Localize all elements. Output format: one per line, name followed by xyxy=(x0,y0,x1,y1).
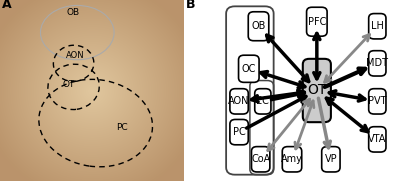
FancyBboxPatch shape xyxy=(230,89,248,114)
Text: MDT: MDT xyxy=(366,58,388,68)
FancyBboxPatch shape xyxy=(369,89,386,114)
Text: Amy: Amy xyxy=(281,154,303,164)
Text: PFC: PFC xyxy=(308,17,326,27)
FancyBboxPatch shape xyxy=(369,14,386,39)
Text: OC: OC xyxy=(242,64,256,74)
Text: B: B xyxy=(186,0,196,11)
Text: PC: PC xyxy=(116,123,128,132)
Text: VTA: VTA xyxy=(368,134,386,144)
FancyBboxPatch shape xyxy=(306,7,327,36)
FancyBboxPatch shape xyxy=(230,119,248,145)
Text: AON: AON xyxy=(228,96,250,106)
Text: A: A xyxy=(2,0,12,11)
Text: OT: OT xyxy=(307,83,326,98)
Text: OB: OB xyxy=(251,21,266,31)
FancyBboxPatch shape xyxy=(255,89,271,114)
FancyBboxPatch shape xyxy=(369,51,386,76)
Text: AON: AON xyxy=(66,51,85,60)
Text: OB: OB xyxy=(66,8,79,17)
Text: EC: EC xyxy=(256,96,269,106)
Text: PVT: PVT xyxy=(368,96,386,106)
FancyBboxPatch shape xyxy=(369,127,386,152)
FancyBboxPatch shape xyxy=(248,12,269,41)
Text: LH: LH xyxy=(371,21,384,31)
FancyBboxPatch shape xyxy=(282,147,302,172)
Text: PC: PC xyxy=(233,127,246,137)
FancyBboxPatch shape xyxy=(252,147,270,172)
Text: VP: VP xyxy=(324,154,337,164)
FancyBboxPatch shape xyxy=(322,147,340,172)
Text: OT: OT xyxy=(62,80,75,89)
FancyBboxPatch shape xyxy=(303,59,331,122)
FancyBboxPatch shape xyxy=(238,55,259,82)
Text: CoA: CoA xyxy=(251,154,270,164)
